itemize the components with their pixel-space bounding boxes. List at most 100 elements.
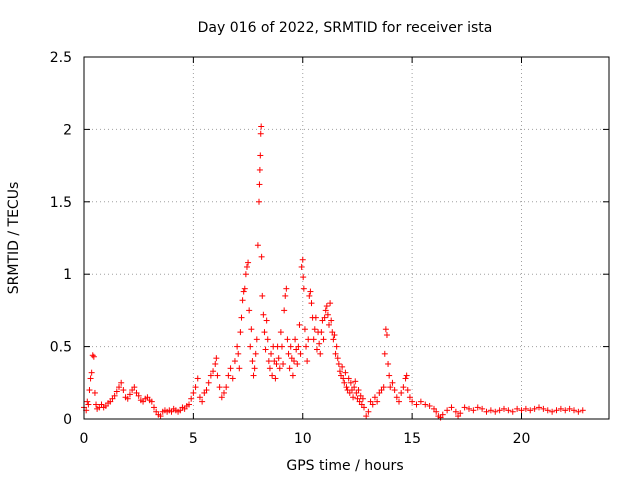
data-point bbox=[257, 130, 264, 137]
data-point bbox=[186, 401, 192, 408]
x-tick-label: 20 bbox=[513, 431, 531, 447]
x-tick-label: 10 bbox=[294, 431, 312, 447]
data-point bbox=[151, 404, 157, 411]
y-tick-labels: 0 0.5 1 1.5 2 2.5 bbox=[50, 50, 72, 428]
data-point bbox=[300, 274, 307, 281]
data-point bbox=[298, 263, 305, 270]
data-point bbox=[264, 336, 271, 343]
data-point bbox=[312, 314, 319, 321]
data-point bbox=[409, 398, 416, 405]
data-point bbox=[258, 253, 265, 260]
x-tick-label: 15 bbox=[403, 431, 421, 447]
data-point bbox=[385, 360, 392, 367]
data-point bbox=[383, 332, 390, 339]
data-point bbox=[85, 401, 92, 408]
data-point bbox=[452, 408, 459, 415]
data-point bbox=[310, 336, 317, 343]
data-point bbox=[311, 326, 318, 333]
data-point bbox=[400, 384, 407, 391]
data-point bbox=[218, 394, 225, 401]
data-point bbox=[242, 271, 249, 278]
data-point bbox=[313, 346, 320, 353]
data-point bbox=[223, 384, 230, 391]
data-point bbox=[579, 407, 586, 414]
data-point bbox=[365, 408, 372, 415]
y-tick-label: 2 bbox=[63, 122, 72, 138]
data-point bbox=[227, 365, 234, 372]
data-point bbox=[240, 288, 247, 295]
data-point bbox=[275, 355, 282, 362]
data-point bbox=[562, 407, 569, 414]
data-point bbox=[89, 352, 96, 359]
data-point bbox=[402, 375, 409, 382]
data-point bbox=[359, 395, 366, 402]
data-point bbox=[277, 329, 284, 336]
data-point bbox=[282, 292, 289, 299]
data-points bbox=[81, 123, 586, 421]
data-point bbox=[118, 379, 125, 386]
data-point bbox=[296, 321, 303, 328]
data-point bbox=[403, 372, 410, 379]
data-point bbox=[522, 405, 529, 412]
data-point bbox=[248, 326, 255, 333]
x-tick-labels: 0 5 10 15 20 bbox=[80, 431, 531, 447]
data-point bbox=[363, 413, 370, 420]
data-point bbox=[398, 389, 405, 396]
data-point bbox=[239, 297, 246, 304]
data-point bbox=[382, 326, 389, 333]
data-point bbox=[333, 343, 340, 350]
data-point bbox=[327, 300, 334, 307]
data-point bbox=[328, 317, 335, 324]
data-point bbox=[256, 198, 262, 205]
y-tick-label: 0.5 bbox=[50, 340, 72, 356]
data-point bbox=[448, 404, 455, 411]
data-point bbox=[207, 372, 214, 379]
data-point bbox=[111, 392, 118, 399]
data-point bbox=[332, 350, 339, 357]
data-point bbox=[433, 408, 440, 415]
data-point bbox=[381, 350, 388, 357]
data-point bbox=[249, 358, 256, 365]
data-point bbox=[213, 355, 220, 362]
data-point bbox=[299, 256, 306, 263]
data-point bbox=[243, 263, 250, 270]
data-point bbox=[295, 343, 302, 350]
data-point bbox=[237, 329, 244, 336]
data-point bbox=[278, 343, 285, 350]
data-point bbox=[335, 360, 342, 367]
data-point bbox=[316, 340, 323, 347]
data-point bbox=[303, 343, 310, 350]
data-point bbox=[259, 292, 266, 299]
data-point bbox=[350, 394, 357, 401]
data-point bbox=[566, 405, 573, 412]
data-point bbox=[426, 402, 433, 409]
data-point bbox=[340, 375, 347, 382]
data-point bbox=[474, 404, 481, 411]
data-point bbox=[345, 375, 352, 382]
x-tick-label: 0 bbox=[80, 431, 89, 447]
data-point bbox=[87, 375, 94, 382]
data-point bbox=[235, 350, 242, 357]
data-point bbox=[308, 300, 315, 307]
data-point bbox=[496, 407, 503, 414]
data-point bbox=[286, 365, 293, 372]
data-point bbox=[361, 404, 367, 411]
data-point bbox=[265, 358, 272, 365]
data-point bbox=[330, 336, 337, 343]
data-point bbox=[287, 343, 294, 350]
data-point bbox=[253, 336, 260, 343]
data-point bbox=[352, 378, 359, 385]
data-point bbox=[297, 350, 304, 357]
plot-frame bbox=[83, 56, 610, 420]
data-point bbox=[124, 395, 131, 402]
data-point bbox=[391, 387, 398, 394]
data-point bbox=[323, 303, 330, 310]
data-point bbox=[479, 405, 486, 412]
data-point bbox=[336, 368, 343, 375]
data-point bbox=[386, 372, 393, 379]
data-point bbox=[91, 389, 98, 396]
data-point bbox=[501, 405, 507, 412]
data-point bbox=[205, 379, 212, 386]
data-point bbox=[369, 401, 376, 408]
